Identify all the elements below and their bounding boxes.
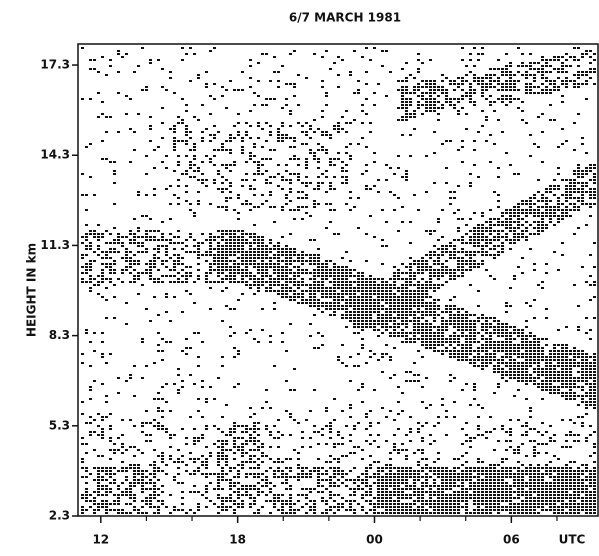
y-tick-label: 14.3 (40, 148, 70, 162)
y-axis-label: HEIGHT IN km (25, 243, 39, 337)
y-tick-label: 11.3 (40, 238, 70, 252)
chart-title: 6/7 MARCH 1981 (289, 11, 401, 25)
x-tick-label: 00 (366, 533, 383, 547)
x-tick-label: 12 (92, 533, 109, 547)
plot-frame (77, 43, 599, 517)
y-tick-label: 2.3 (49, 509, 70, 523)
x-tick-label: 06 (503, 533, 520, 547)
x-axis-label: UTC (559, 533, 586, 547)
y-tick-label: 17.3 (40, 58, 70, 72)
x-tick-label: 18 (229, 533, 246, 547)
echo-pattern (81, 47, 596, 514)
y-tick-label: 8.3 (49, 328, 70, 342)
y-tick-label: 5.3 (49, 418, 70, 432)
